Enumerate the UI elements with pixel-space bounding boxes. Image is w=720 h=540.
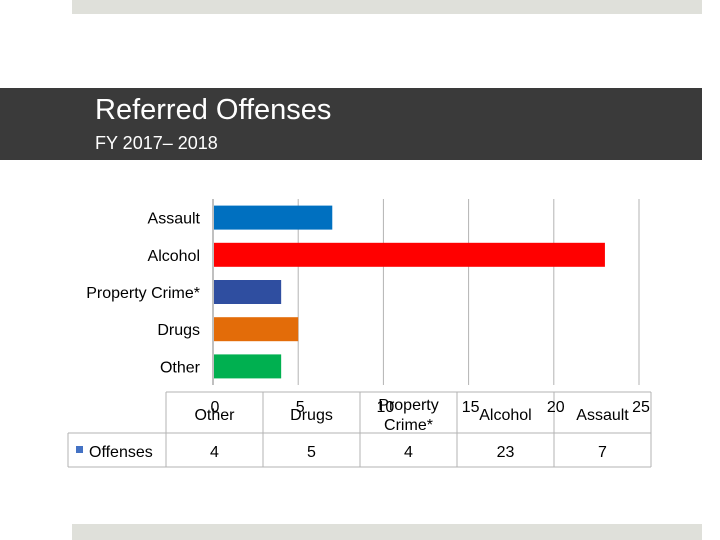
category-label: Other <box>160 359 201 376</box>
table-header-cell: Property <box>378 397 438 414</box>
x-tick-label: 15 <box>462 399 480 416</box>
bar-drugs <box>214 317 299 342</box>
x-tick-label: 5 <box>296 399 305 416</box>
bar-assault <box>214 205 333 230</box>
bar-property-crime <box>214 280 282 304</box>
legend-swatch <box>76 446 83 453</box>
slide-title: Referred Offenses <box>95 94 332 126</box>
table-header-cell: Crime* <box>384 417 433 434</box>
category-label: Assault <box>148 211 201 228</box>
x-tick-label: 0 <box>211 399 220 416</box>
category-label: Alcohol <box>148 248 200 265</box>
table-value-cell: 5 <box>307 444 316 461</box>
table-header-cell: Alcohol <box>479 407 531 424</box>
table-row-label: Offenses <box>89 444 153 461</box>
table-value-cell: 4 <box>404 444 413 461</box>
x-tick-label: 20 <box>547 399 565 416</box>
title-banner: Referred Offenses FY 2017– 2018 <box>0 88 702 160</box>
table-header-cell: Assault <box>576 407 629 424</box>
x-tick-label: 25 <box>632 399 650 416</box>
category-label: Property Crime* <box>86 285 200 302</box>
table-value-cell: 7 <box>598 444 607 461</box>
slide-subtitle: FY 2017– 2018 <box>95 133 218 153</box>
bar-alcohol <box>214 242 605 267</box>
table-value-cell: 4 <box>210 444 219 461</box>
table-header-cell: Drugs <box>290 407 333 424</box>
bottom-decorative-band <box>72 524 702 540</box>
table-value-cell: 23 <box>497 444 515 461</box>
top-decorative-band <box>72 0 702 14</box>
category-label: Drugs <box>157 322 200 339</box>
bar-other <box>214 354 282 379</box>
x-tick-label: 10 <box>377 399 395 416</box>
table-header-cell: Other <box>194 407 235 424</box>
